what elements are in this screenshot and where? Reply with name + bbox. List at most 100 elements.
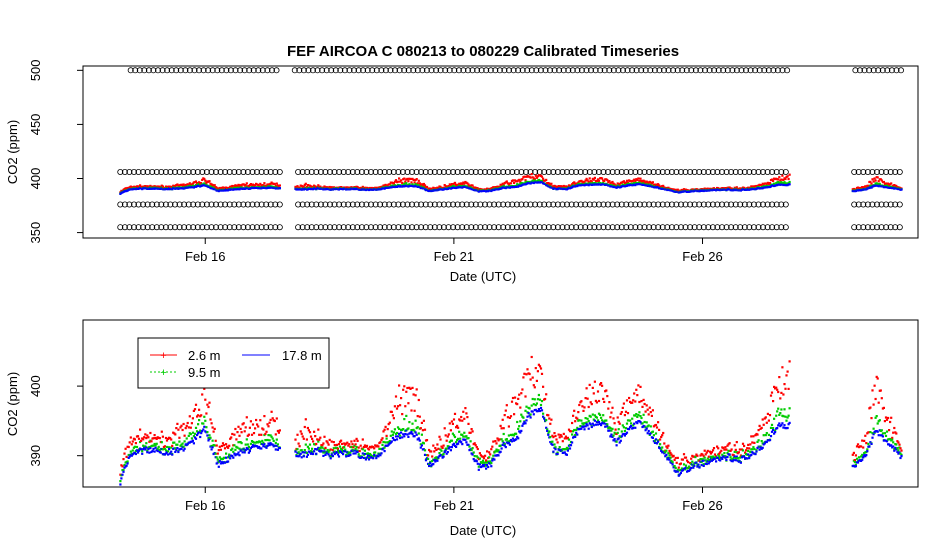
bottom-point-2 [250,445,254,448]
standard-point [687,201,694,208]
standard-point [600,168,607,175]
bottom-point-0 [884,416,888,419]
bottom-point-1 [307,447,310,450]
standard-point [373,67,380,74]
standard-point [459,201,466,208]
bottom-point-0 [674,456,677,460]
standard-point [194,201,201,208]
top-point-0 [215,186,218,189]
bottom-point-2 [542,415,545,418]
standard-point [468,201,475,208]
bottom-point-2 [589,423,592,426]
top-point-0 [449,184,452,187]
standard-point [276,201,283,208]
bottom-point-0 [436,443,439,446]
top-point-0 [786,175,789,178]
bottom-point-2 [782,426,785,429]
standard-point [741,201,748,208]
bottom-point-2 [317,446,320,449]
bottom-point-2 [475,460,478,463]
bottom-point-0 [576,417,579,420]
standard-point [440,201,447,208]
bottom-point-0 [306,426,309,430]
bottom-point-0 [485,459,488,462]
standard-point [399,168,406,175]
bottom-point-1 [238,447,241,450]
bottom-point-0 [234,427,237,431]
standard-point [878,224,885,231]
standard-point [135,168,142,175]
standard-point [523,168,530,175]
bottom-point-2 [260,447,263,450]
bottom-point-1 [611,427,614,430]
standard-point [322,201,329,208]
bottom-point-1 [606,423,609,426]
bottom-point-1 [330,452,333,455]
bottom-point-2 [395,438,399,441]
bottom-point-2 [628,428,631,431]
standard-point [222,224,229,231]
bottom-point-0 [729,449,732,452]
standard-point [464,67,471,74]
top-point-0 [265,184,268,187]
legend-mark-9-5m: + [160,367,166,379]
bottom-point-2 [429,461,432,465]
bottom-point-1 [190,437,193,440]
top-point-0 [161,185,164,188]
top-point-0 [573,181,576,184]
bottom-point-2 [330,453,333,456]
bottom-point-2 [565,453,568,456]
bottom-point-0 [502,427,505,430]
bottom-point-0 [606,395,609,398]
standard-point [664,168,671,175]
bottom-point-2 [467,443,470,446]
bottom-point-2 [896,450,899,453]
standard-point [469,67,476,74]
bottom-point-1 [216,458,219,461]
bottom-point-1 [435,456,438,459]
top-point-0 [864,185,867,188]
top-point-0 [768,182,772,185]
top-point-0 [254,184,257,187]
bottom-point-1 [623,429,626,433]
bottom-point-1 [193,432,197,435]
bottom-point-0 [753,441,756,444]
standard-point [386,168,393,175]
bottom-point-2 [724,456,727,459]
bottom-point-0 [895,432,898,435]
bottom-y-tick-label: 390 [28,445,43,467]
bottom-point-1 [203,415,206,418]
bottom-point-0 [213,427,216,430]
bottom-point-1 [366,452,370,455]
bottom-point-0 [885,418,889,421]
standard-point [651,67,658,74]
standard-point [309,67,316,74]
standard-point [711,67,718,74]
bottom-point-2 [309,452,313,455]
standard-point [153,201,160,208]
bottom-point-0 [741,442,745,445]
bottom-point-2 [774,431,777,434]
bottom-point-2 [477,468,480,471]
standard-point [627,201,634,208]
bottom-point-1 [893,448,896,451]
bottom-point-0 [265,430,268,433]
bottom-point-1 [786,416,789,419]
bottom-point-0 [504,409,507,412]
bottom-point-0 [660,435,663,439]
bottom-point-0 [528,372,531,376]
standard-point [463,201,470,208]
standard-point [182,67,189,74]
bottom-point-2 [586,424,589,427]
bottom-point-0 [586,397,589,400]
standard-point [550,201,557,208]
bottom-point-0 [561,440,564,443]
bottom-point-1 [667,452,670,455]
standard-point [724,67,731,74]
bottom-point-1 [877,420,880,423]
bottom-point-0 [351,443,354,446]
bottom-point-0 [346,441,349,444]
bottom-point-0 [725,448,728,451]
bottom-point-0 [638,400,641,404]
bottom-point-2 [671,463,674,466]
